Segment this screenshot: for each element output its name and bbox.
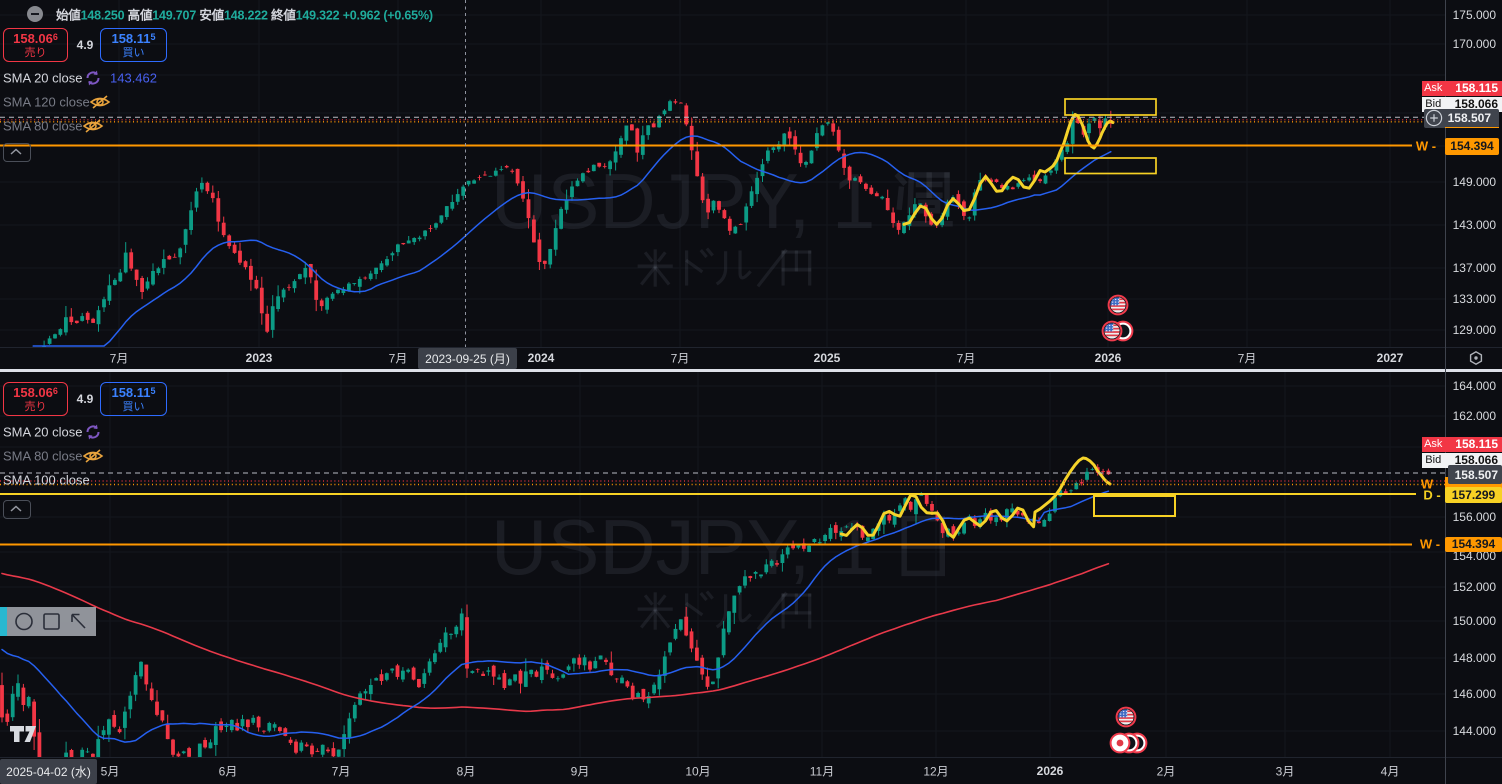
- svg-text:USDJPY, 1: USDJPY, 1: [491, 157, 875, 245]
- svg-text:USDJPY, 1: USDJPY, 1: [491, 503, 875, 591]
